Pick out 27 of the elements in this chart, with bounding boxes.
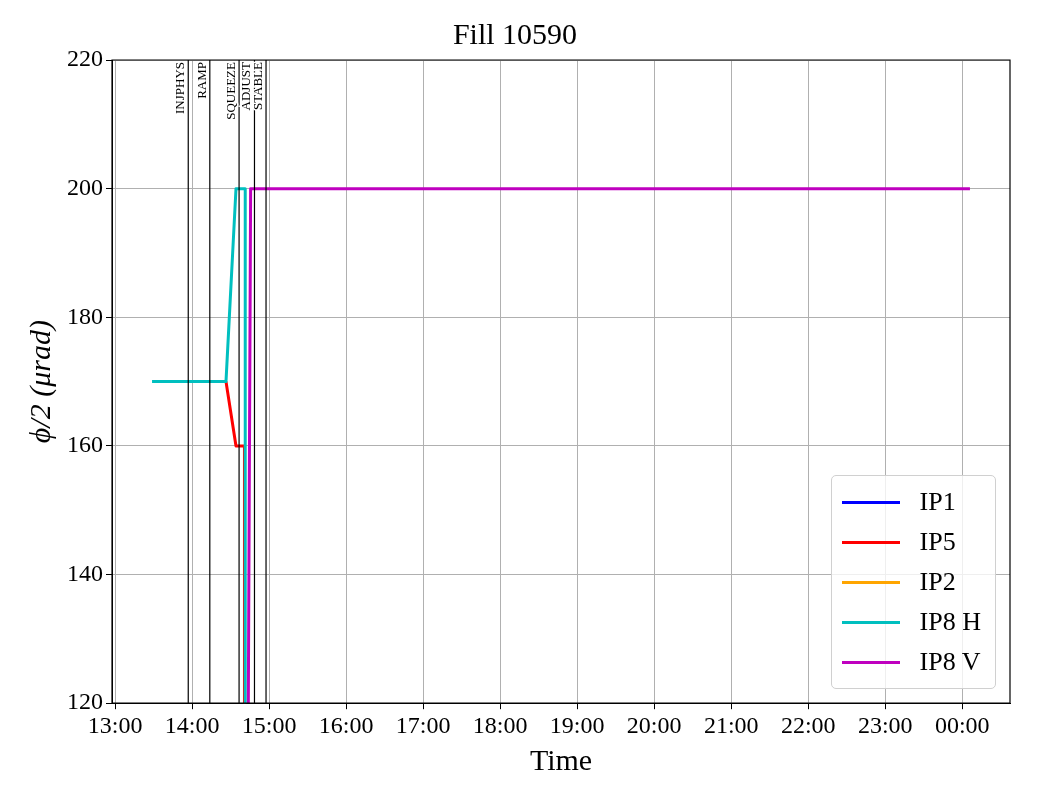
y-tick-label: 180	[67, 302, 103, 329]
x-tick-label: 23:00	[857, 711, 913, 738]
chart-title: Fill 10590	[452, 16, 578, 50]
x-tick-label: 22:00	[780, 711, 836, 738]
y-tick-label: 220	[67, 45, 103, 72]
x-tick-label: 18:00	[472, 711, 528, 738]
legend-label: IP5	[919, 527, 956, 558]
x-tick-label: 16:00	[318, 711, 374, 738]
x-tick-label: 20:00	[626, 711, 682, 738]
ref-line-label: INJPHYS	[172, 62, 188, 115]
x-tick-label: 14:00	[164, 711, 220, 738]
legend-label: IP2	[919, 567, 956, 598]
legend-label: IP8 V	[919, 647, 981, 678]
y-tick-label: 140	[67, 559, 103, 586]
ref-line-label: SQUEEZE	[223, 61, 238, 120]
y-tick-label: 200	[67, 173, 103, 200]
y-tick-label: 160	[67, 431, 103, 458]
legend-label: IP8 H	[919, 607, 981, 638]
x-tick-label: 00:00	[934, 711, 990, 738]
x-tick-label: 15:00	[241, 711, 297, 738]
x-tick-label: 19:00	[549, 711, 605, 738]
x-tick-label: 21:00	[703, 711, 759, 738]
legend-label: IP1	[919, 487, 956, 518]
x-axis-title: Time	[529, 742, 593, 776]
x-tick-label: 17:00	[395, 711, 451, 738]
y-axis-title: ϕ/2 (μrad)	[22, 320, 57, 444]
ref-line-label: RAMP	[193, 62, 209, 99]
